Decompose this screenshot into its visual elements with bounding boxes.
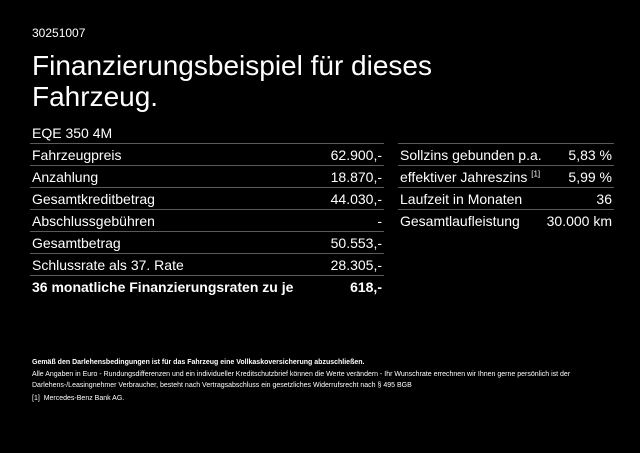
left-table: Fahrzeugpreis 62.900,- Anzahlung 18.870,- Ge… [30, 143, 384, 297]
label-cell: Laufzeit in Monaten [398, 187, 545, 210]
label-cell: effektiver Jahreszins [1] [398, 165, 545, 188]
row: Abschlussgebühren - [30, 209, 384, 232]
row: 36 monatliche Finanzierungsraten zu je 61… [30, 275, 384, 297]
value: 5,99 % [544, 165, 614, 188]
row: Schlussrate als 37. Rate 28.305,- [30, 253, 384, 276]
label: Gesamtlaufleistung [400, 212, 520, 229]
label: Gesamtkreditbetrag [30, 187, 323, 210]
label: Gesamtbetrag [30, 231, 323, 254]
value: 5,83 % [544, 143, 614, 166]
value: - [322, 209, 384, 232]
label-cell: Gesamtlaufleistung [398, 209, 545, 231]
value: 18.870,- [322, 165, 384, 188]
row: Anzahlung 18.870,- [30, 165, 384, 188]
value: 618,- [322, 275, 384, 297]
label: Laufzeit in Monaten [400, 190, 523, 207]
label: 36 monatliche Finanzierungsraten zu je [30, 275, 323, 297]
title: Finanzierungsbeispiel für dieses Fahrzeu… [32, 50, 432, 112]
value: 50.553,- [322, 231, 384, 254]
row: Laufzeit in Monaten 36 [398, 187, 614, 210]
model: EQE 350 4M [32, 125, 113, 141]
row: Gesamtkreditbetrag 44.030,- [30, 187, 384, 210]
row: effektiver Jahreszins [1] 5,99 % [398, 165, 614, 188]
footnote-ref: [1] [531, 168, 541, 178]
label: Sollzins gebunden p.a. [400, 146, 542, 163]
label: Fahrzeugpreis [30, 143, 323, 166]
footnote-ref: [1] Mercedes-Benz Bank AG. [32, 393, 612, 404]
row: Sollzins gebunden p.a. 5,83 % [398, 143, 614, 166]
code: 30251007 [32, 26, 86, 40]
label: Abschlussgebühren [30, 209, 323, 232]
value: 44.030,- [322, 187, 384, 210]
row: Gesamtbetrag 50.553,- [30, 231, 384, 254]
footnote-bold: Gemäß den Darlehensbedingungen ist für d… [32, 359, 365, 366]
label: Schlussrate als 37. Rate [30, 253, 323, 276]
value: 62.900,- [322, 143, 384, 166]
row: Gesamtlaufleistung 30.000 km [398, 209, 614, 231]
value: 36 [544, 187, 614, 210]
value: 28.305,- [322, 253, 384, 276]
label-cell: Sollzins gebunden p.a. [398, 143, 545, 166]
row: Fahrzeugpreis 62.900,- [30, 143, 384, 166]
footnote-text: Alle Angaben in Euro - Rundungsdifferenz… [32, 371, 571, 389]
ref-text: Mercedes-Benz Bank AG. [43, 395, 125, 402]
label: Anzahlung [30, 165, 323, 188]
ref-mark: [1] [32, 395, 40, 402]
right-table: Sollzins gebunden p.a. 5,83 % effektiver J… [398, 143, 614, 231]
label: effektiver Jahreszins [400, 168, 528, 185]
value: 30.000 km [544, 209, 614, 231]
